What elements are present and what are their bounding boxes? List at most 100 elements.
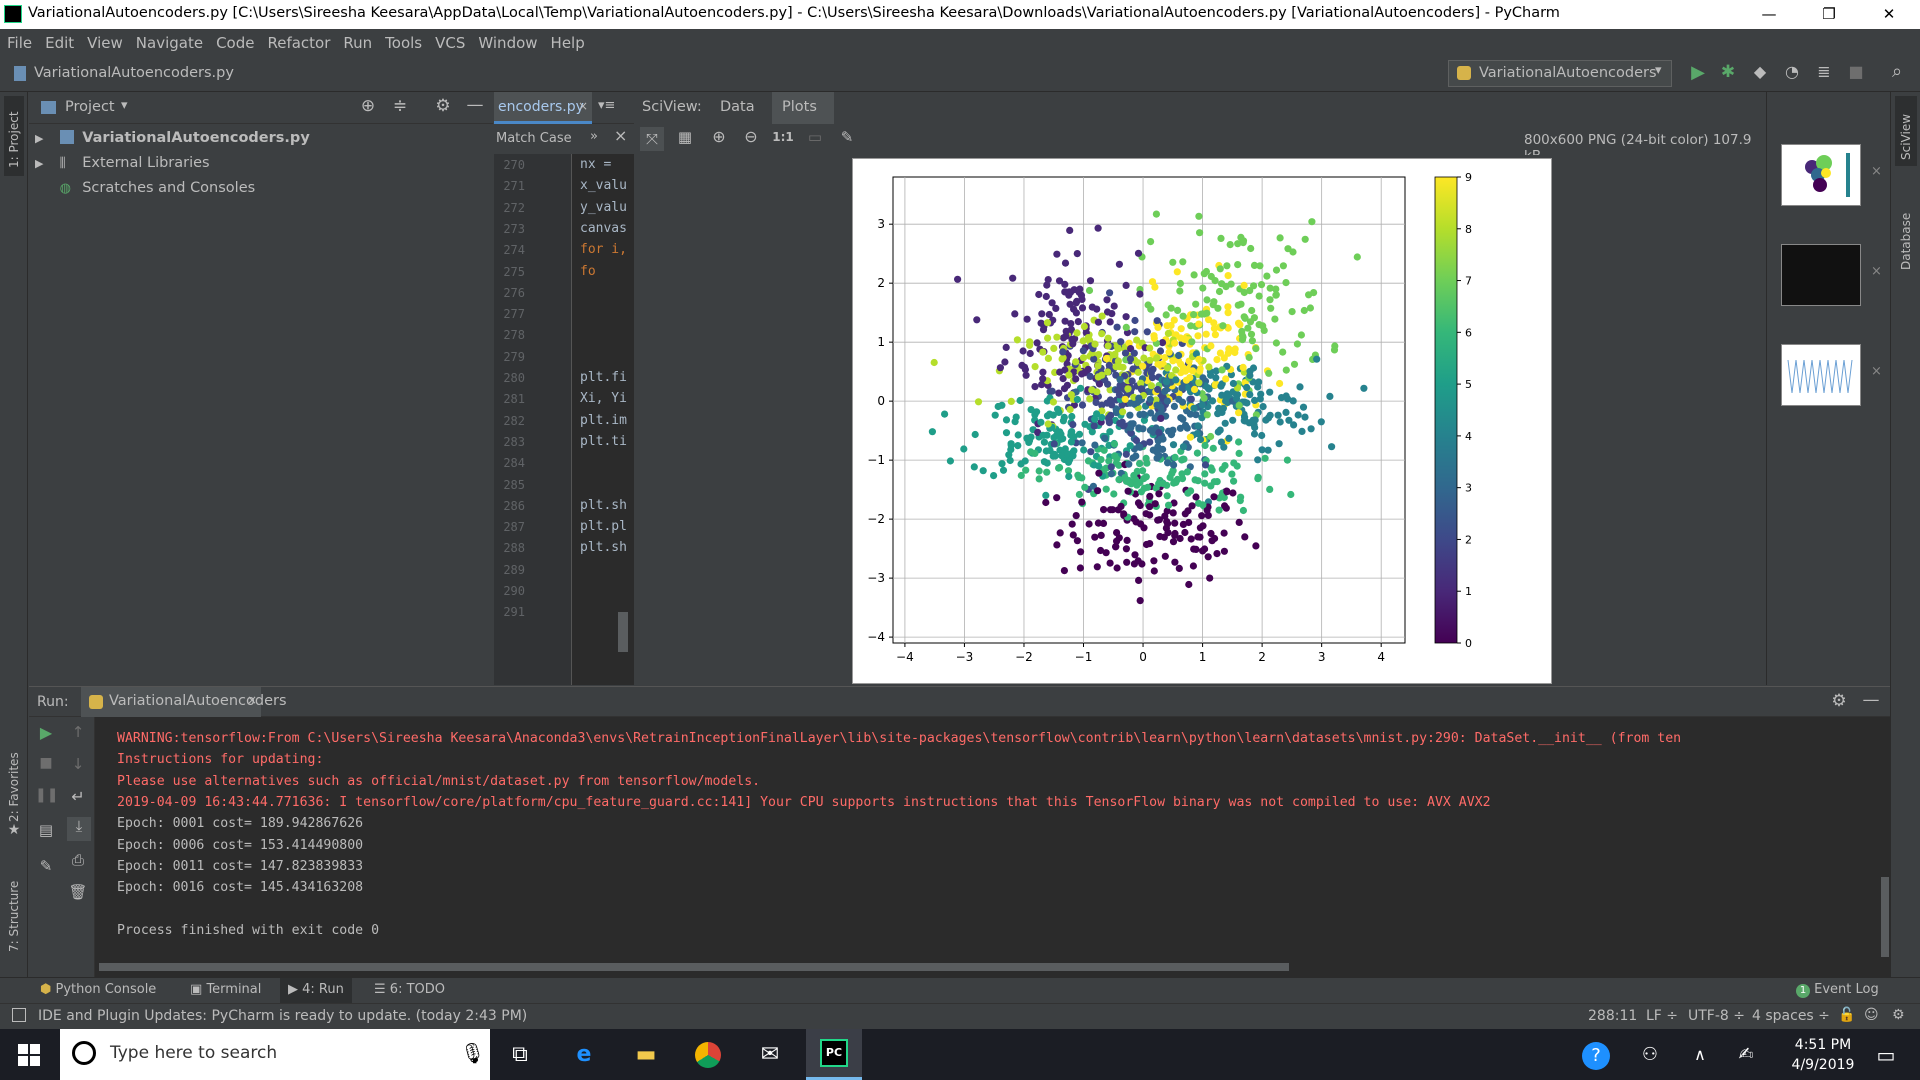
close-tab-icon[interactable]: × xyxy=(247,693,258,707)
minimize-button[interactable]: — xyxy=(1761,5,1777,23)
print-icon[interactable]: ⎙ xyxy=(71,851,84,869)
tree-item-scratches[interactable]: ◍ Scratches and Consoles xyxy=(29,176,256,201)
memory-icon[interactable]: ⚙ xyxy=(1892,1007,1905,1023)
pause-icon[interactable]: ❚❚ xyxy=(35,787,59,803)
fit-zoom-icon[interactable]: ⤧ xyxy=(640,127,664,151)
menu-navigate[interactable]: Navigate xyxy=(135,34,204,52)
debug-icon[interactable]: ✱ xyxy=(1720,62,1736,82)
tab-todo[interactable]: ☰ 6: TODO xyxy=(374,982,445,997)
thumbnail-scatter[interactable] xyxy=(1781,144,1861,206)
code-lines[interactable]: nx = x_valu y_valu canvas for i, fo plt.fi Xi,… xyxy=(494,154,634,685)
plot-image[interactable]: −4 −3 −2 −1 0 1 2 3 4 −4 −3 −2 −1 0 1 2 3 0 1 2 3 4 5 6 7 8 9 xyxy=(852,158,1552,684)
menu-tools[interactable]: Tools xyxy=(385,34,423,52)
event-log-button[interactable]: 1 Event Log xyxy=(1796,982,1879,998)
layout-icon[interactable]: ▤ xyxy=(38,821,54,839)
microphone-icon[interactable]: 🎙 xyxy=(460,1041,486,1065)
caret-position[interactable]: 288:11 xyxy=(1588,1008,1638,1024)
console-output[interactable]: WARNING:tensorflow:From C:\Users\Sireesh… xyxy=(29,717,1869,967)
menu-help[interactable]: Help xyxy=(550,34,585,52)
menu-file[interactable]: File xyxy=(7,34,33,52)
menu-window[interactable]: Window xyxy=(478,34,538,52)
more-icon[interactable]: » xyxy=(590,129,598,144)
status-message[interactable]: IDE and Plugin Updates: PyCharm is ready… xyxy=(38,1008,528,1024)
hide-icon[interactable]: — xyxy=(466,95,484,115)
fit-window-icon[interactable]: ▭ xyxy=(807,128,823,146)
thumbnail-reconstruction[interactable] xyxy=(1781,344,1861,406)
tab-run[interactable]: ▶ 4: Run xyxy=(280,978,352,1004)
tab-python-console[interactable]: ⬢ Python Console xyxy=(40,982,156,997)
close-find-icon[interactable]: × xyxy=(614,126,628,145)
tab-list-icon[interactable]: ▾≡ xyxy=(598,98,616,113)
help-icon[interactable]: ? xyxy=(1578,1037,1614,1073)
grid-icon[interactable]: ▦ xyxy=(677,128,693,146)
close-tab-icon[interactable]: × xyxy=(578,99,589,113)
zoom-out-icon[interactable]: ⊖ xyxy=(744,127,758,146)
tab-plots[interactable]: Plots xyxy=(772,92,834,124)
favorites-tool-tab[interactable]: 2: Favorites xyxy=(7,752,21,822)
scroll-up-icon[interactable]: ↑ xyxy=(71,723,85,741)
actual-size-button[interactable]: 1:1 xyxy=(772,130,794,144)
notification-icon[interactable]: ▭ xyxy=(1876,1043,1896,1067)
tree-item-external-libraries[interactable]: ▶ ⫼ External Libraries xyxy=(29,151,210,176)
locate-icon[interactable]: ⊕ xyxy=(360,96,376,116)
restore-button[interactable]: ❐ xyxy=(1822,5,1836,23)
file-explorer-icon[interactable]: ▬ xyxy=(635,1042,657,1067)
run-icon[interactable]: ▶ xyxy=(1691,62,1705,83)
editor-tab[interactable]: encoders.py × xyxy=(494,92,592,124)
thumbnail-digits[interactable] xyxy=(1781,244,1861,306)
sciview-tool-tab[interactable]: SciView xyxy=(1895,96,1917,166)
menu-run[interactable]: Run xyxy=(343,34,373,52)
tray-chevron-icon[interactable]: ∧ xyxy=(1694,1045,1706,1064)
trash-icon[interactable]: 🗑 xyxy=(68,883,88,901)
expand-arrow-icon[interactable]: ▶ xyxy=(35,132,44,145)
database-tool-tab[interactable]: Database xyxy=(1899,212,1913,270)
task-view-icon[interactable]: ⧉ xyxy=(512,1042,528,1067)
inspector-icon[interactable]: ☺ xyxy=(1864,1007,1879,1023)
rerun-icon[interactable]: ▶ xyxy=(39,723,53,742)
tree-item-file[interactable]: ▶ VariationalAutoencoders.py xyxy=(29,126,310,151)
console-scrollbar[interactable] xyxy=(1881,877,1889,957)
close-thumbnail-icon[interactable]: × xyxy=(1871,364,1882,379)
edge-icon[interactable]: e xyxy=(576,1042,592,1067)
coverage-icon[interactable]: ◆ xyxy=(1753,62,1767,81)
console-hscrollbar[interactable] xyxy=(99,963,1289,971)
chrome-icon[interactable] xyxy=(690,1037,726,1073)
zoom-in-icon[interactable]: ⊕ xyxy=(712,127,726,146)
file-encoding[interactable]: UTF-8 ÷ xyxy=(1688,1008,1745,1024)
tab-terminal[interactable]: ▣ Terminal xyxy=(190,982,261,997)
line-separator[interactable]: LF ÷ xyxy=(1646,1008,1679,1024)
windows-start-icon[interactable] xyxy=(18,1044,40,1066)
menu-code[interactable]: Code xyxy=(216,34,255,52)
menu-edit[interactable]: Edit xyxy=(45,34,75,52)
breadcrumb[interactable]: VariationalAutoencoders.py xyxy=(34,65,234,81)
indent-setting[interactable]: 4 spaces ÷ xyxy=(1752,1008,1830,1024)
scroll-to-end-icon[interactable]: ⤓ xyxy=(67,817,91,841)
close-button[interactable]: ✕ xyxy=(1882,5,1896,23)
concurrency-icon[interactable]: ≣ xyxy=(1817,62,1831,81)
gear-icon[interactable]: ⚙ xyxy=(1831,691,1847,711)
stop-icon[interactable]: ■ xyxy=(1848,62,1864,81)
people-icon[interactable]: ⚇ xyxy=(1641,1044,1659,1065)
tool-window-toggle-icon[interactable] xyxy=(12,1008,26,1022)
match-case-checkbox[interactable]: Match Case xyxy=(496,131,572,146)
lock-icon[interactable]: 🔓 xyxy=(1838,1007,1856,1023)
run-tab[interactable]: VariationalAutoencoders × xyxy=(81,687,287,717)
collapse-all-icon[interactable]: ≑ xyxy=(392,96,408,116)
project-tool-tab[interactable]: 1: Project xyxy=(4,96,24,176)
hide-icon[interactable]: — xyxy=(1862,690,1880,710)
profile-icon[interactable]: ◔ xyxy=(1785,62,1799,81)
gear-icon[interactable]: ⚙ xyxy=(435,96,451,116)
project-view-selector[interactable]: Project xyxy=(65,99,115,115)
chevron-down-icon[interactable]: ▾ xyxy=(121,98,128,113)
scroll-down-icon[interactable]: ↓ xyxy=(71,755,85,773)
menu-refactor[interactable]: Refactor xyxy=(267,34,331,52)
close-thumbnail-icon[interactable]: × xyxy=(1871,264,1882,279)
menu-vcs[interactable]: VCS xyxy=(435,34,466,52)
pycharm-taskbar-icon[interactable]: PC xyxy=(806,1029,862,1080)
mail-icon[interactable]: ✉ xyxy=(760,1042,780,1067)
close-thumbnail-icon[interactable]: × xyxy=(1871,164,1882,179)
soft-wrap-icon[interactable]: ↵ xyxy=(71,787,85,806)
expand-arrow-icon[interactable]: ▶ xyxy=(35,157,44,170)
pin-icon[interactable]: ✎ xyxy=(39,857,53,875)
stop-icon[interactable]: ■ xyxy=(39,755,53,771)
